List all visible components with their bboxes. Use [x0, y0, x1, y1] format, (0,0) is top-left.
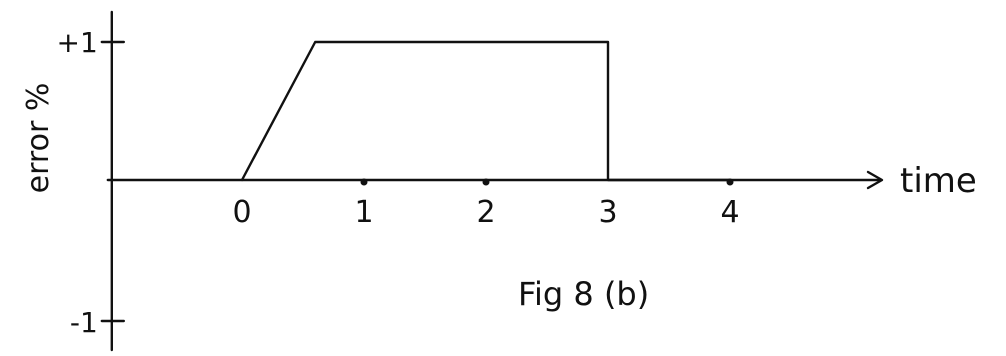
- y-tick-label-minus-1: -1: [70, 306, 98, 339]
- x-tick-label: 4: [720, 195, 739, 230]
- x-tick-label: 0: [232, 195, 251, 230]
- y-axis-label: error %: [21, 83, 56, 194]
- x-axis-arrowhead: [866, 170, 884, 190]
- x-tick-labels: 0 1 2 3 4: [232, 195, 739, 230]
- x-tick-dot: [360, 178, 368, 186]
- y-tick-label-plus-1: +1: [57, 26, 98, 59]
- x-tick-dot: [482, 178, 490, 186]
- x-tick-label: 1: [354, 195, 373, 230]
- x-tick-label: 3: [598, 195, 617, 230]
- x-tick-label: 2: [476, 195, 495, 230]
- series-line: [240, 40, 732, 182]
- figure-caption: Fig 8 (b): [518, 275, 649, 313]
- x-axis-label: time: [900, 161, 977, 201]
